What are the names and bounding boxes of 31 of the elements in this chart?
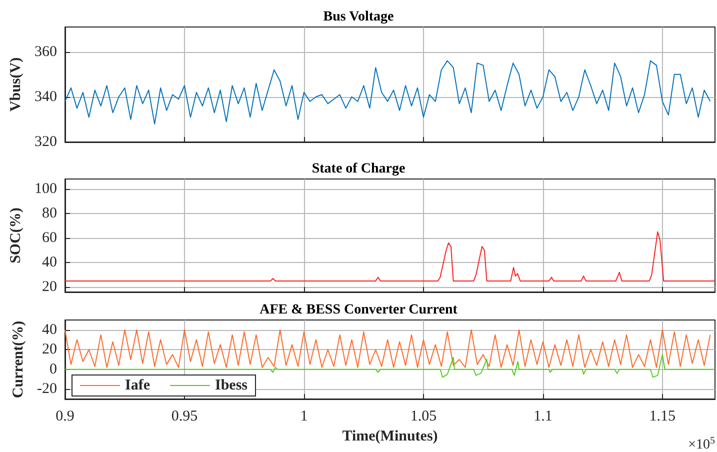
y-tick-label: 40 <box>42 322 57 338</box>
line-series <box>64 354 716 378</box>
y-tick-label: 20 <box>42 342 57 358</box>
x-tick-label: 1.05 <box>410 408 437 424</box>
y-tick-label: 0 <box>50 361 57 378</box>
x-tick-label: 1 <box>300 408 308 424</box>
chart-title: AFE & BESS Converter Current <box>260 302 458 318</box>
x-tick-label: 0.9 <box>56 408 74 424</box>
line-series <box>64 329 711 368</box>
y-axis-title: SOC(%) <box>8 208 24 264</box>
line-series <box>64 60 711 124</box>
chart-title: Bus Voltage <box>323 10 394 24</box>
y-tick-label: -20 <box>37 381 57 398</box>
x-tick-label: 0.95 <box>171 408 198 424</box>
y-tick-label: 320 <box>34 134 57 150</box>
y-tick-label: 80 <box>42 205 57 222</box>
x-tick-label: 1.15 <box>649 408 676 424</box>
legend-label: Iafe <box>125 378 150 394</box>
chart-title: State of Charge <box>312 162 406 176</box>
line-series <box>64 231 716 282</box>
y-tick-label: 60 <box>42 230 57 246</box>
y-tick-label: 340 <box>34 88 57 105</box>
y-axis-title: Current(%) <box>10 320 27 398</box>
legend-label: Ibess <box>214 378 248 394</box>
y-tick-label: 100 <box>34 180 57 197</box>
y-tick-label: 40 <box>42 254 57 271</box>
y-tick-label: 20 <box>42 279 57 296</box>
x-axis-title: Time(Minutes) <box>342 428 438 444</box>
y-axis-title: Vbus(V) <box>8 57 24 112</box>
y-tick-label: 360 <box>34 44 57 60</box>
x-tick-label: 1.1 <box>534 408 552 424</box>
